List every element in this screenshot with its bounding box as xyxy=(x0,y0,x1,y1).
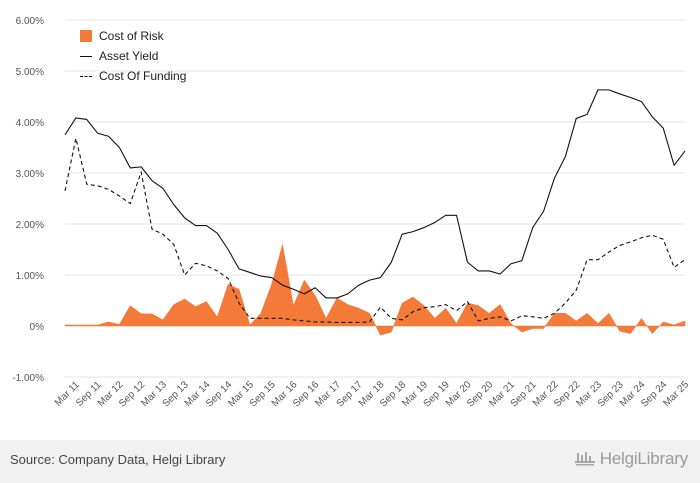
y-tick-label: -1.00% xyxy=(12,373,44,384)
y-tick-label: 2.00% xyxy=(16,220,44,231)
y-tick-label: 1.00% xyxy=(16,271,44,282)
legend-item-cost-of-funding[interactable]: Cost Of Funding xyxy=(80,66,186,86)
series-cost-of-risk xyxy=(64,244,686,336)
chart-legend: Cost of Risk Asset Yield Cost Of Funding xyxy=(80,26,186,86)
chart: -1.00% 0% 1.00% 2.00% 3.00% 4.00% 5.00% 6.00% M… xyxy=(12,16,692,410)
chart-footer: Source: Company Data, Helgi Library Helg… xyxy=(0,440,700,483)
y-tick-label: 3.00% xyxy=(16,169,44,180)
series-cost-of-funding xyxy=(64,137,686,323)
brand-logo[interactable]: HelgiLibrary xyxy=(574,449,688,469)
x-tick-label: Mar 25 xyxy=(661,379,691,409)
chart-series-lines xyxy=(64,89,686,323)
y-tick-label: 4.00% xyxy=(16,118,44,129)
y-tick-label: 0% xyxy=(30,322,45,333)
legend-swatch-cost-of-risk xyxy=(80,30,92,42)
legend-item-cost-of-risk[interactable]: Cost of Risk xyxy=(80,26,186,46)
cost-of-risk-area xyxy=(64,244,686,336)
legend-label-asset-yield: Asset Yield xyxy=(99,49,159,63)
legend-item-asset-yield[interactable]: Asset Yield xyxy=(80,46,186,66)
library-logo-icon xyxy=(574,452,595,466)
series-asset-yield xyxy=(64,89,686,299)
legend-label-cost-of-risk: Cost of Risk xyxy=(99,29,164,43)
brand-name: HelgiLibrary xyxy=(599,449,689,468)
y-axis-tick-labels: -1.00% 0% 1.00% 2.00% 3.00% 4.00% 5.00% 6.00% xyxy=(12,16,44,384)
legend-swatch-cost-of-funding xyxy=(80,75,92,77)
y-tick-label: 5.00% xyxy=(16,67,44,78)
legend-label-cost-of-funding: Cost Of Funding xyxy=(99,69,187,83)
legend-swatch-asset-yield xyxy=(80,55,92,57)
y-tick-label: 6.00% xyxy=(16,16,44,27)
source-note: Source: Company Data, Helgi Library xyxy=(10,452,226,467)
